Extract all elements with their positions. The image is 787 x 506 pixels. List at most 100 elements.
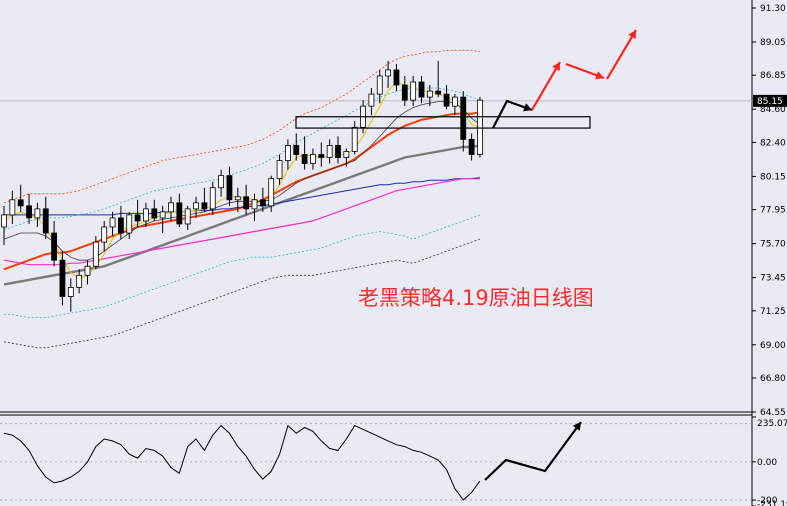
ma-yellow-line	[3, 81, 481, 279]
forecast-arrow-red-3-head	[628, 30, 636, 39]
candle-bullish	[1, 214, 7, 228]
oscillator-axis: 235.079 0.00 -200-231.19	[752, 416, 787, 506]
candle-bullish	[376, 75, 383, 95]
candle-bearish	[151, 208, 158, 219]
candle-bearish	[468, 138, 475, 155]
ma-red-line	[3, 111, 481, 271]
candle-bullish	[343, 151, 350, 158]
price-overlays	[3, 49, 481, 349]
candle-bearish	[418, 81, 425, 98]
candle-bullish	[159, 211, 166, 219]
ma-dark-thin-line	[3, 101, 481, 261]
price-axis: 91.30 89.05 86.85 84.60 82.40 80.15 77.95 75.70…	[752, 4, 787, 418]
candle-bearish	[443, 93, 450, 107]
price-tick-label: 84.60	[760, 105, 786, 115]
candle-bullish	[426, 90, 433, 98]
candle-bullish	[193, 202, 199, 210]
price-tick-label: 77.95	[760, 206, 786, 216]
candle-bullish	[477, 99, 483, 155]
price-tick-label: 64.55	[760, 408, 786, 418]
oscillator-tick-label: -200	[757, 496, 778, 506]
candle-bullish	[218, 175, 225, 189]
candle-bearish	[176, 202, 183, 225]
oscillator-line	[3, 424, 481, 501]
candle-bearish	[301, 154, 308, 164]
oscillator-tick-label: -231.19	[757, 500, 787, 506]
candle-bearish	[134, 214, 141, 222]
candle-bearish	[26, 205, 32, 219]
candle-bullish	[451, 96, 458, 107]
candle-bullish	[101, 226, 108, 243]
price-pane	[0, 0, 753, 506]
candle-bullish	[67, 287, 74, 297]
forecast-arrow-red-1-head	[552, 62, 560, 71]
candle-bearish	[42, 208, 49, 234]
candle-bullish	[234, 196, 241, 201]
forecast-arrow-red-3	[606, 29, 637, 80]
forecast-arrow-black-head	[523, 103, 532, 112]
current-price-badge	[753, 94, 787, 107]
candle-bullish	[143, 208, 149, 222]
ma-blue-line	[4, 178, 480, 216]
price-tick-label: 75.70	[760, 240, 786, 250]
candle-bullish	[276, 160, 283, 180]
candle-bearish	[460, 96, 467, 140]
candle-bullish	[326, 145, 333, 158]
oscillator-tick-label: 0.00	[757, 458, 777, 468]
band-upper-line	[3, 49, 480, 204]
price-tick-label: 69.00	[760, 341, 786, 351]
candle-bullish	[284, 145, 291, 161]
candle-bearish	[17, 199, 24, 207]
band-lower-inner-line	[4, 214, 481, 319]
forecast-arrow-red-2-head	[595, 71, 604, 80]
band-lower-line	[3, 238, 481, 349]
price-tick-label: 71.25	[760, 307, 786, 317]
forecast-arrow-black	[492, 99, 533, 129]
oscillator-forecast-arrow	[484, 421, 582, 481]
candle-bullish	[109, 217, 116, 228]
price-tick-label: 89.05	[760, 38, 786, 48]
candle-bearish	[201, 202, 208, 210]
candle-bearish	[393, 69, 400, 86]
candle-bearish	[293, 145, 300, 155]
candle-bearish	[243, 196, 250, 210]
price-tick-label: 66.80	[760, 374, 786, 384]
candle-bullish	[126, 214, 133, 234]
candle-bearish	[226, 175, 233, 201]
ma-magenta-line	[3, 176, 481, 266]
candle-bearish	[51, 232, 57, 261]
candle-bearish	[435, 90, 442, 95]
oscillator-lines	[3, 424, 481, 501]
candle-bullish	[368, 93, 375, 107]
candle-bullish	[34, 208, 41, 219]
price-tick-label: 82.40	[760, 138, 786, 148]
candle-bullish	[410, 81, 417, 101]
candle-bullish	[209, 187, 216, 210]
candle-bullish	[92, 241, 99, 267]
candle-bullish	[9, 199, 16, 216]
price-tick-label: 73.45	[760, 274, 786, 284]
candle-bearish	[335, 145, 341, 158]
candle-bullish	[76, 274, 83, 288]
candle-bullish	[351, 126, 358, 152]
oscillator-pane	[0, 423, 752, 501]
candle-bullish	[184, 208, 191, 225]
resistance-zone-box	[295, 116, 591, 129]
ma-gray-line	[3, 144, 481, 286]
oscillator-tick-label: 235.079	[757, 419, 787, 429]
band-upper-inner-line	[3, 87, 481, 231]
forecast-arrow-red-1	[531, 61, 561, 111]
candle-bearish	[259, 199, 266, 207]
candle-bearish	[118, 217, 124, 234]
chart-title: 老黑策略4.19原油日线图	[358, 286, 594, 310]
candle-bullish	[385, 69, 392, 77]
price-tick-label: 80.15	[760, 172, 786, 182]
candle-bullish	[268, 178, 275, 207]
candle-bearish	[59, 259, 66, 297]
annotations	[295, 29, 637, 481]
candle-bearish	[318, 154, 325, 158]
current-price-label: 85.15	[757, 97, 783, 107]
candle-bullish	[168, 202, 174, 213]
